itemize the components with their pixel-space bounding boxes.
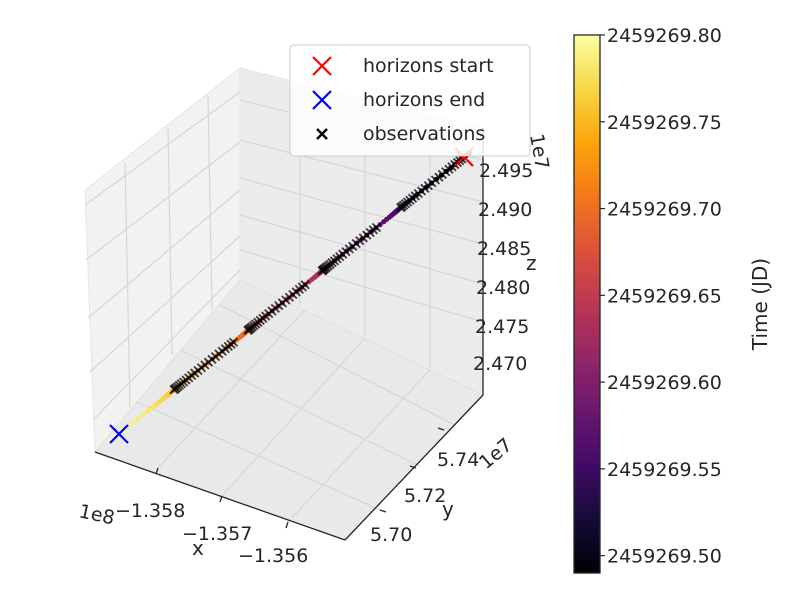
legend-marker-start: [312, 56, 332, 76]
x-tick-mark: [155, 467, 159, 475]
y-tick-label: 5.72: [404, 485, 446, 507]
z-tick-labels: 2.470 2.475 2.480 2.485 2.490 2.495 1e7: [473, 132, 553, 375]
track-point: [381, 219, 387, 225]
horizons-end-marker: [109, 424, 129, 444]
colorbar-gradient: [573, 34, 601, 574]
legend: horizons start horizons end observations: [289, 44, 531, 157]
y-offset-text: 1e7: [475, 434, 517, 474]
observation-marker: [243, 325, 253, 335]
grid-line: [219, 304, 456, 426]
x-tick-mark: [285, 521, 289, 529]
grid-line: [89, 235, 241, 373]
observation-marker: [396, 203, 406, 213]
grid-line: [84, 91, 241, 206]
grid-line: [239, 249, 484, 323]
y-tick-mark: [409, 465, 417, 469]
track-point: [140, 412, 146, 418]
grid-line: [287, 369, 431, 523]
x-tick-label: −1.356: [238, 545, 308, 567]
track-point: [135, 416, 141, 422]
colorbar-tick-label: 2459269.75: [607, 112, 722, 134]
legend-marker-end: [312, 90, 332, 110]
grid-line: [136, 401, 381, 511]
colorbar-label: Time (JD): [748, 258, 772, 351]
z-tick-label: 2.475: [475, 316, 529, 338]
x-axis-line: [94, 451, 346, 541]
grid-line: [85, 141, 241, 261]
z-tick-label: 2.485: [477, 238, 531, 260]
y-tick-mark: [379, 509, 387, 513]
grid-line: [239, 139, 484, 203]
grid-line: [87, 189, 241, 319]
track-point: [145, 408, 151, 414]
x-tick-label: −1.358: [115, 500, 185, 522]
x-axis-label: x: [192, 536, 204, 560]
grid-line: [221, 337, 366, 497]
x-tick-labels: −1.358 −1.357 −1.356 1e8: [77, 500, 308, 567]
observations-layer: [169, 154, 467, 395]
colorbar: 2459269.50 2459269.55 2459269.60 2459269.65…: [573, 25, 772, 574]
colorbar-tick-label: 2459269.70: [607, 199, 722, 221]
observation-marker: [169, 385, 179, 395]
colorbar-tick-label: 2459269.80: [607, 25, 722, 47]
grid-line: [239, 177, 484, 245]
y-axis-label: y: [442, 497, 454, 521]
track-point: [153, 401, 159, 407]
z-tick-label: 2.480: [476, 277, 530, 299]
colorbar-tick-label: 2459269.60: [607, 372, 722, 394]
z-tick-label: 2.470: [473, 353, 527, 375]
observation-marker: [317, 266, 327, 276]
grid-lines: [84, 83, 484, 523]
x-tick-label: −1.357: [182, 523, 252, 545]
z-axis-label: z: [526, 251, 537, 275]
y-tick-label: 5.70: [370, 524, 412, 546]
legend-label-start: horizons start: [363, 55, 494, 77]
colorbar-tick-label: 2459269.50: [607, 546, 722, 568]
legend-label-end: horizons end: [363, 89, 485, 111]
y-tick-label: 5.74: [437, 449, 479, 471]
colorbar-ticks: 2459269.50 2459269.55 2459269.60 2459269.65…: [600, 25, 722, 568]
track-point: [130, 420, 136, 426]
track-point: [149, 405, 155, 411]
z-tick-label: 2.495: [479, 160, 533, 182]
grid-line: [167, 127, 173, 356]
y-tick-mark: [437, 427, 445, 431]
legend-label-observations: observations: [363, 123, 485, 145]
colorbar-tick-label: 2459269.55: [607, 459, 722, 481]
grid-line: [239, 214, 484, 285]
x-tick-mark: [219, 495, 223, 503]
grid-line: [207, 95, 213, 311]
legend-box: [289, 44, 531, 157]
colorbar-tick-label: 2459269.65: [607, 285, 722, 307]
legend-marker-observations: [316, 128, 328, 140]
x-offset-text: 1e8: [77, 500, 117, 529]
grid-line: [179, 349, 421, 467]
grid-line: [92, 269, 241, 421]
z-tick-label: 2.490: [478, 199, 532, 221]
